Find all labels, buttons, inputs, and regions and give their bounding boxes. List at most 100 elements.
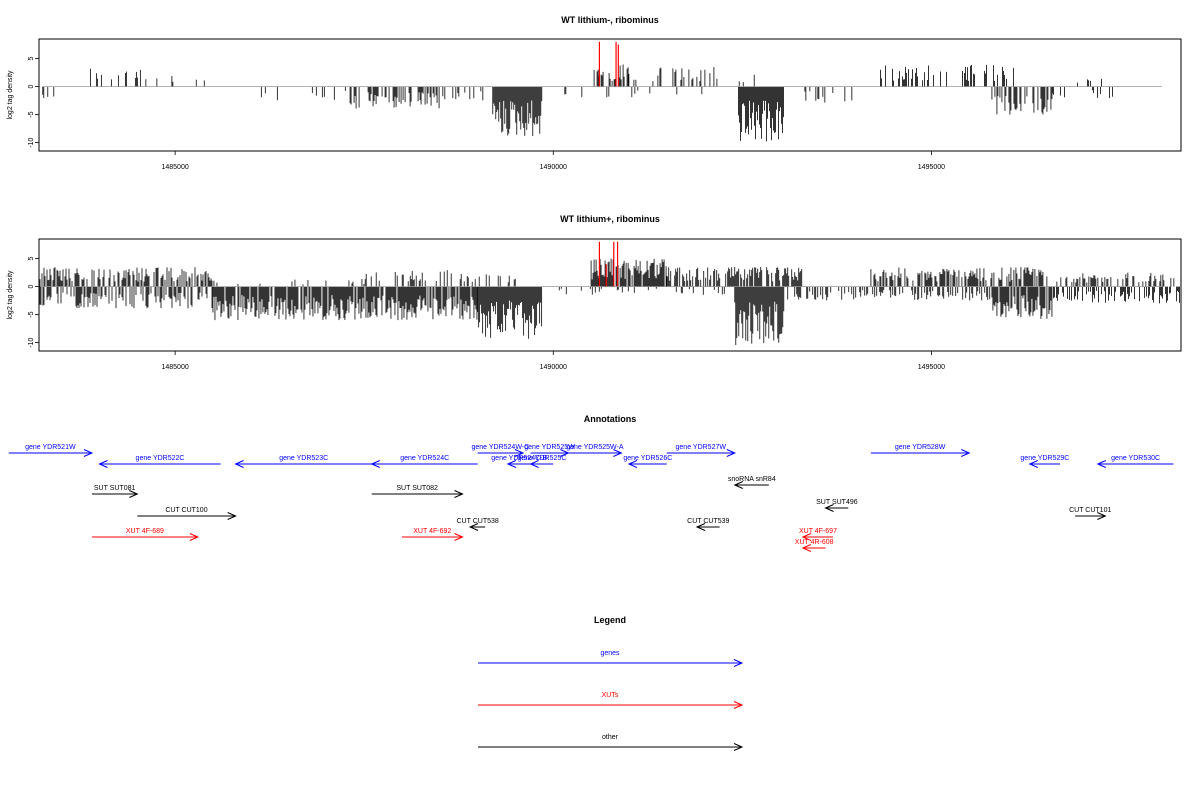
feature-arrowhead	[514, 449, 525, 457]
feature-label: CUT CUT539	[687, 518, 729, 525]
feature-arrowhead	[961, 449, 971, 457]
feature-arrowhead	[733, 481, 743, 489]
feature-arrowhead	[189, 533, 200, 541]
y-axis-label: log2 tag density	[7, 270, 14, 320]
feature: gene YDR524C-B	[491, 455, 548, 468]
feature: XUT 4F-697	[799, 528, 837, 541]
feature-arrowhead	[613, 449, 623, 457]
feature-label: snoRNA snR84	[728, 476, 776, 483]
feature-label: gene YDR521W	[25, 444, 76, 451]
feature-label: gene YDR526C	[623, 455, 672, 462]
y-tick-label: 0	[28, 85, 35, 89]
feature-arrowhead	[83, 449, 94, 457]
feature-arrowhead	[695, 523, 706, 531]
feature-label: gene YDR525W-A	[566, 444, 624, 451]
feature-label: gene YDR529C	[1020, 455, 1069, 462]
x-tick-label: 1495000	[918, 164, 945, 171]
feature: SUT SUT081	[91, 485, 139, 498]
legend-items: genes XUTs other	[478, 650, 744, 751]
x-tick-label: 1490000	[540, 364, 567, 371]
feature: CUT CUT101	[1069, 507, 1111, 520]
track-panel-lithium-plus: WT lithium+, ribominus log2 tag density …	[7, 214, 1182, 371]
feature: gene YDR530C	[1096, 455, 1174, 468]
feature: gene YDR521W	[8, 444, 94, 457]
feature: XUT 4R-608	[795, 539, 834, 552]
feature-label: CUT CUT100	[165, 507, 207, 514]
x-tick-label: 1485000	[161, 164, 188, 171]
axes: 5 0 -5 -10 1485000 1490000 1495000	[28, 257, 1163, 371]
feature-label: gene YDR523C	[279, 455, 328, 462]
feature-arrowhead	[726, 449, 737, 457]
legend-label: genes	[600, 650, 620, 657]
y-tick-label: -10	[28, 337, 35, 347]
axes: 5 0 -5 -10 1485000 1490000 1495000	[28, 57, 1163, 171]
feature: gene YDR527W	[666, 444, 737, 457]
feature-label: gene YDR524C-B	[491, 455, 547, 462]
feature: snoRNA snR84	[728, 476, 776, 489]
annotations-title: Annotations	[584, 414, 637, 424]
feature-label: XUT 4F-689	[126, 528, 164, 535]
feature-label: gene YDR528W	[895, 444, 946, 451]
plot-frame	[38, 238, 1182, 352]
feature-label: SUT SUT496	[816, 499, 858, 506]
bar-group	[42, 41, 1113, 142]
feature-arrowhead	[1028, 460, 1038, 468]
feature-arrowhead	[234, 460, 244, 468]
feature-label: CUT CUT538	[457, 518, 499, 525]
feature-arrowhead	[506, 460, 517, 468]
feature-arrowhead	[454, 490, 464, 498]
feature-arrowhead	[529, 460, 539, 468]
legend-title: Legend	[594, 615, 626, 625]
y-axis-label: log2 tag density	[7, 70, 14, 120]
feature: gene YDR529C	[1020, 455, 1069, 468]
feature-label: XUT 4F-692	[413, 528, 451, 535]
feature-arrowhead	[370, 460, 380, 468]
feature: CUT CUT539	[687, 518, 730, 531]
legend-arrowhead	[733, 701, 744, 709]
feature-arrowhead	[468, 523, 479, 531]
feature: gene YDR528W	[870, 444, 971, 457]
feature: XUT 4F-692	[402, 528, 464, 541]
feature: XUT 4F-689	[91, 528, 200, 541]
panel-title: WT lithium-, ribominus	[561, 15, 659, 25]
feature-label: XUT 4R-608	[795, 539, 834, 546]
feature-arrowhead	[627, 460, 638, 468]
legend-label: XUTs	[602, 692, 619, 699]
feature-arrowhead	[824, 504, 834, 512]
legend-item: genes	[478, 650, 744, 667]
legend: Legend genes XUTs other	[478, 615, 744, 751]
feature-label: CUT CUT101	[1069, 507, 1111, 514]
y-tick-label: -5	[28, 111, 35, 117]
legend-arrowhead	[733, 659, 744, 667]
feature: gene YDR522C	[98, 455, 221, 468]
feature: gene YDR525C	[517, 455, 566, 468]
y-tick-label: 5	[28, 257, 35, 261]
track-panel-lithium-minus: WT lithium-, ribominus log2 tag density …	[7, 15, 1182, 171]
feature: gene YDR526C	[623, 455, 672, 468]
feature-arrowhead	[1096, 460, 1107, 468]
feature-label: XUT 4F-697	[799, 528, 837, 535]
feature-arrowhead	[129, 490, 139, 498]
plot-frame	[38, 38, 1182, 152]
feature: CUT CUT100	[137, 507, 237, 520]
feature-label: gene YDR525C	[517, 455, 566, 462]
feature: gene YDR524C	[370, 455, 478, 468]
feature-arrowhead	[1097, 512, 1107, 520]
feature-arrowhead	[454, 533, 464, 541]
legend-label: other	[602, 734, 619, 741]
x-tick-label: 1485000	[161, 364, 188, 371]
legend-item: other	[478, 734, 744, 751]
feature-group: gene YDR521W gene YDR522C gene YDR523C gene…	[8, 444, 1174, 552]
x-tick-label: 1490000	[540, 164, 567, 171]
bar-group	[38, 241, 1182, 346]
feature-label: gene YDR522C	[136, 455, 185, 462]
x-tick-label: 1495000	[918, 364, 945, 371]
feature-label: gene YDR524W-C	[471, 444, 529, 451]
panel-title: WT lithium+, ribominus	[560, 214, 660, 224]
feature: SUT SUT496	[816, 499, 858, 512]
feature-label: gene YDR525W	[524, 444, 575, 451]
feature-arrowhead	[227, 512, 237, 520]
y-tick-label: -10	[28, 137, 35, 147]
